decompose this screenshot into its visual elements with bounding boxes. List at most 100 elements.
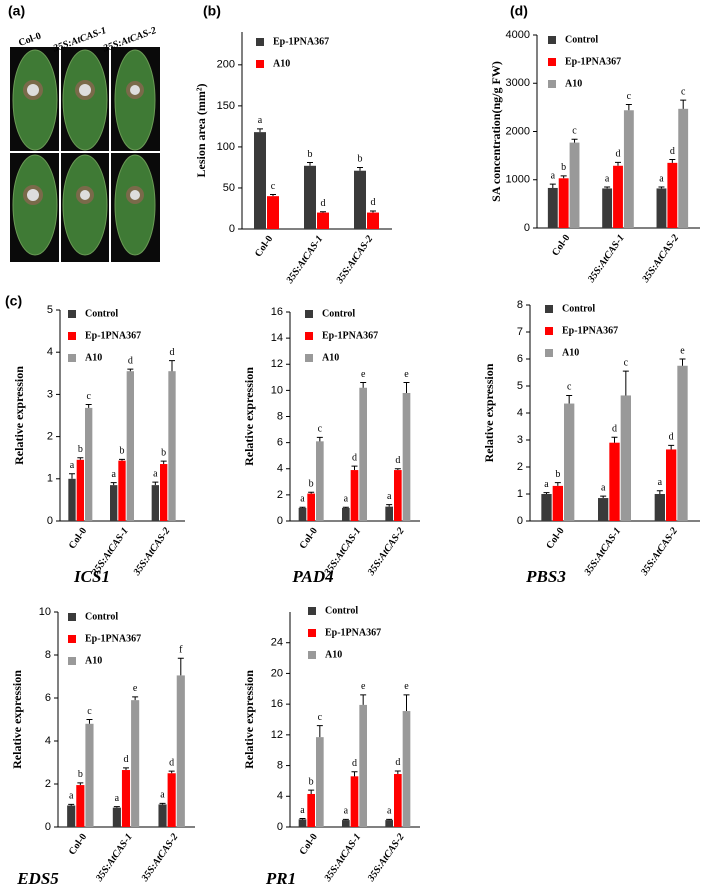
legend-label: Ep-1PNA367 [322, 330, 378, 341]
significance-letter: e [361, 681, 366, 692]
y-tick-label: 24 [271, 637, 283, 649]
y-tick-label: 20 [271, 667, 283, 679]
bar [350, 470, 359, 521]
error-bar [543, 492, 550, 494]
error-bar [357, 166, 363, 171]
x-tick-label: Col-0 [67, 832, 89, 857]
bar [623, 110, 634, 228]
x-tick-label: 35S:AtCAS-2 [639, 526, 680, 579]
legend-label: A10 [85, 352, 102, 363]
bar [307, 793, 315, 827]
bar [68, 478, 76, 521]
significance-letter: d [170, 347, 175, 358]
panel-label: (c) [5, 293, 22, 309]
bar [342, 507, 350, 521]
legend-swatch [548, 80, 556, 88]
bar [359, 387, 367, 521]
legend-label: Control [85, 611, 118, 622]
x-tick-label: 35S:AtCAS-2 [139, 832, 180, 885]
significance-letter: a [544, 479, 549, 490]
legend-swatch [305, 354, 313, 362]
bar [76, 459, 84, 521]
chart-title: PBS3 [525, 567, 566, 586]
y-tick-label: 8 [45, 649, 51, 661]
error-bar [85, 404, 92, 408]
y-tick-label: 0 [517, 515, 523, 527]
y-tick-label: 2 [45, 778, 51, 790]
significance-letter: b [309, 776, 314, 787]
y-tick-label: 2 [277, 489, 283, 501]
bar [110, 485, 118, 521]
error-bar [615, 161, 621, 166]
y-axis-label: Relative expression [12, 366, 26, 465]
bar [307, 493, 315, 521]
bar [609, 442, 620, 521]
error-bar [69, 473, 75, 479]
y-tick-label: 16 [271, 698, 283, 710]
error-bar [679, 358, 686, 366]
y-tick-label: 2 [517, 461, 523, 473]
bar [126, 371, 134, 521]
y-tick-label: 200 [217, 59, 235, 71]
bar [547, 187, 558, 228]
significance-letter: d [321, 198, 326, 209]
error-bar [560, 175, 567, 179]
significance-letter: d [669, 432, 674, 443]
bar [350, 776, 359, 827]
panel-label: (b) [203, 3, 221, 19]
y-tick-label: 0 [229, 223, 235, 235]
bar [76, 785, 85, 827]
significance-letter: a [111, 469, 116, 480]
y-tick-label: 6 [517, 353, 523, 365]
error-bar [270, 194, 276, 197]
legend-label: A10 [565, 78, 582, 89]
bar [298, 507, 307, 521]
legend-swatch [305, 310, 313, 318]
y-tick-label: 4000 [506, 29, 530, 41]
y-tick-label: 0 [524, 222, 530, 234]
error-bar [68, 803, 75, 806]
legend-label: Ep-1PNA367 [273, 36, 329, 47]
bar [121, 770, 131, 827]
significance-letter: e [404, 369, 409, 380]
x-tick-label: Col-0 [253, 234, 275, 259]
error-bar [360, 382, 367, 388]
legend-label: Ep-1PNA367 [565, 56, 621, 67]
significance-letter: b [561, 162, 566, 173]
bar [118, 460, 126, 521]
legend-label: Ep-1PNA367 [85, 633, 141, 644]
bar [613, 165, 623, 228]
significance-letter: d [612, 424, 617, 435]
bar [298, 819, 307, 827]
significance-letter: d [670, 146, 675, 157]
error-bar [123, 767, 129, 771]
chart-title: PAD4 [291, 567, 333, 586]
y-tick-label: 2 [47, 431, 53, 443]
bar [569, 142, 580, 228]
significance-letter: d [371, 197, 376, 208]
bar [564, 403, 575, 521]
bar [131, 700, 140, 827]
y-axis-label: Relative expression [242, 670, 256, 769]
error-bar [351, 465, 358, 471]
x-tick-label: 35S:AtCAS-2 [640, 233, 681, 286]
error-bar [622, 370, 629, 396]
legend-label: Ep-1PNA367 [325, 627, 381, 638]
bar [316, 737, 324, 827]
bar [342, 820, 350, 827]
significance-letter: c [627, 91, 632, 102]
significance-letter: a [300, 805, 305, 816]
y-tick-label: 5 [47, 304, 53, 316]
bar [598, 498, 609, 521]
error-bar [299, 818, 306, 820]
bar [666, 449, 677, 521]
error-bar [669, 158, 676, 163]
y-tick-label: 50 [223, 182, 235, 194]
significance-letter: f [179, 645, 183, 656]
legend-label: Ep-1PNA367 [562, 325, 618, 336]
significance-letter: a [160, 790, 165, 801]
y-tick-label: 2000 [506, 125, 530, 137]
bar [316, 441, 324, 521]
x-tick-label: Col-0 [544, 526, 566, 551]
significance-letter: a [344, 494, 349, 505]
